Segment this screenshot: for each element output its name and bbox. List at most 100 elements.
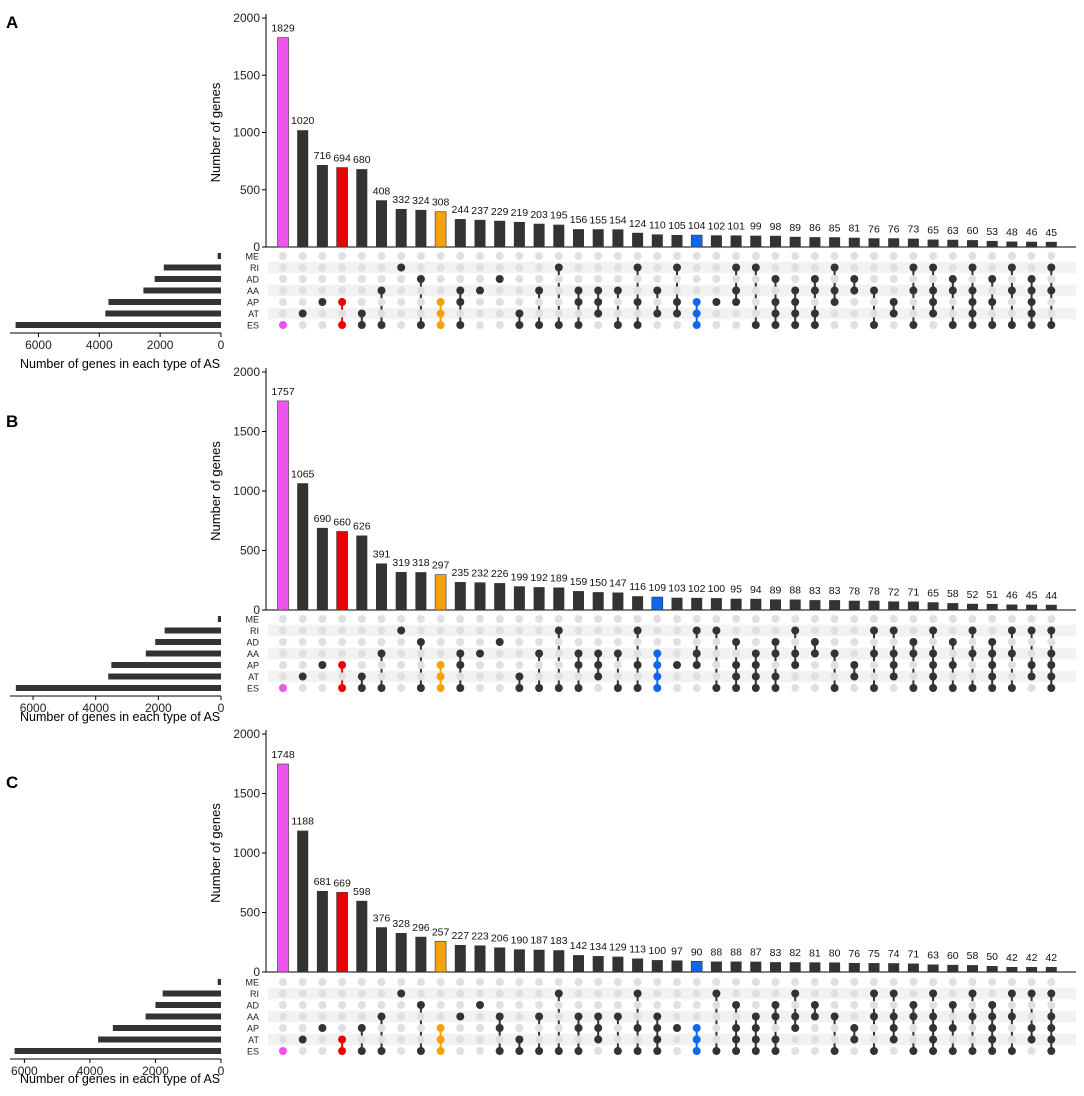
matrix-dot-inactive	[594, 615, 603, 623]
matrix-dot-active	[633, 626, 642, 635]
matrix-dot-active	[416, 638, 425, 646]
matrix-dot-active	[377, 649, 386, 658]
matrix-dot-active	[653, 672, 662, 681]
intersection-bar-12	[494, 947, 506, 972]
matrix-dot-inactive	[1007, 275, 1016, 283]
set-name-ap: AP	[247, 298, 259, 308]
matrix-dot-active	[1007, 1047, 1016, 1055]
matrix-dot-inactive	[988, 286, 997, 295]
intersection-bar-25	[750, 598, 762, 610]
matrix-dot-inactive	[909, 309, 918, 318]
matrix-dot-active	[948, 275, 957, 283]
matrix-dot-active	[810, 649, 819, 658]
matrix-dot-inactive	[653, 321, 662, 329]
matrix-dot-inactive	[732, 626, 741, 635]
matrix-dot-active	[830, 649, 839, 658]
matrix-dot-inactive	[692, 286, 701, 295]
matrix-dot-active	[929, 1012, 938, 1021]
matrix-row-stripe	[268, 670, 1076, 683]
matrix-dot-inactive	[554, 649, 563, 658]
intersection-bar-28	[809, 962, 821, 972]
matrix-dot-inactive	[850, 649, 859, 658]
matrix-dot-inactive	[673, 1001, 681, 1009]
set-size-bar-es	[14, 1048, 221, 1054]
matrix-dot-active	[771, 1012, 780, 1021]
intersection-value-label: 147	[609, 578, 627, 590]
intersection-value-label: 124	[629, 218, 647, 230]
matrix-dot-inactive	[554, 1001, 563, 1009]
matrix-dot-inactive	[633, 286, 642, 295]
matrix-dot-inactive	[298, 989, 307, 998]
matrix-dot-inactive	[397, 309, 406, 318]
set-size-tick-label: 0	[218, 1064, 225, 1078]
matrix-dot-inactive	[495, 649, 504, 658]
matrix-dot-inactive	[653, 638, 662, 646]
matrix-row-stripe	[268, 1010, 1076, 1023]
matrix-dot-inactive	[554, 252, 563, 260]
matrix-dot-active	[495, 638, 504, 646]
matrix-dot-inactive	[535, 1024, 544, 1032]
matrix-dot-active	[535, 684, 544, 692]
matrix-dot-inactive	[673, 978, 681, 986]
set-size-tick-label: 6000	[20, 701, 47, 715]
intersection-bar-39	[1026, 604, 1038, 610]
intersection-value-label: 156	[570, 214, 588, 226]
matrix-dot-inactive	[791, 1047, 800, 1055]
matrix-dot-active	[535, 1047, 544, 1055]
matrix-dot-active	[850, 275, 859, 283]
matrix-dot-inactive	[594, 638, 603, 646]
matrix-dot-active	[791, 626, 800, 635]
matrix-dot-inactive	[298, 626, 307, 635]
matrix-dot-active	[968, 321, 977, 329]
matrix-dot-active	[732, 638, 741, 646]
matrix-dot-inactive	[436, 1001, 445, 1009]
matrix-dot-inactive	[673, 649, 681, 658]
matrix-dot-inactive	[318, 286, 327, 295]
matrix-dot-active	[850, 1024, 859, 1032]
matrix-dot-active	[732, 1035, 741, 1044]
intersection-value-label: 82	[789, 947, 801, 959]
matrix-dot-active	[929, 1035, 938, 1044]
intersection-value-label: 154	[609, 214, 627, 226]
intersection-bar-27	[789, 599, 801, 610]
matrix-dot-inactive	[850, 1001, 859, 1009]
matrix-dot-inactive	[870, 275, 878, 283]
intersection-bar-9	[434, 941, 447, 973]
y-tick-label: 0	[253, 965, 260, 979]
matrix-dot-active	[574, 1047, 583, 1055]
intersection-bar-31	[868, 600, 880, 610]
matrix-dot-active	[791, 321, 800, 329]
matrix-dot-active	[594, 1035, 603, 1044]
matrix-dot-inactive	[594, 684, 603, 692]
matrix-dot-inactive	[495, 626, 504, 635]
matrix-dot-inactive	[889, 615, 898, 623]
matrix-dot-inactive	[495, 263, 504, 272]
matrix-dot-inactive	[554, 298, 563, 306]
matrix-row-stripe	[268, 624, 1076, 637]
intersection-value-label: 102	[708, 220, 726, 232]
matrix-dot-inactive	[357, 661, 366, 669]
matrix-dot-active	[554, 321, 563, 329]
intersection-bar-38	[1006, 967, 1018, 972]
matrix-dot-active	[338, 298, 347, 306]
matrix-dot-active	[830, 1012, 839, 1021]
matrix-dot-active	[653, 1035, 662, 1044]
intersection-value-label: 58	[947, 588, 959, 600]
intersection-bar-19	[632, 958, 644, 972]
matrix-dot-active	[692, 1047, 701, 1055]
matrix-dot-active	[535, 1012, 544, 1021]
matrix-dot-inactive	[751, 989, 760, 998]
set-size-bar-ap	[111, 662, 221, 668]
matrix-dot-inactive	[476, 615, 484, 623]
matrix-dot-active	[338, 1047, 347, 1055]
matrix-dot-inactive	[948, 978, 957, 986]
matrix-dot-inactive	[948, 309, 957, 318]
intersection-value-label: 1757	[271, 386, 295, 398]
matrix-dot-inactive	[416, 309, 425, 318]
matrix-dot-inactive	[436, 638, 445, 646]
y-axis-title: Number of genes	[208, 803, 223, 903]
matrix-dot-inactive	[436, 1012, 445, 1021]
matrix-dot-inactive	[889, 252, 898, 260]
intersection-value-label: 297	[432, 560, 450, 572]
intersection-bar-17	[592, 229, 604, 247]
